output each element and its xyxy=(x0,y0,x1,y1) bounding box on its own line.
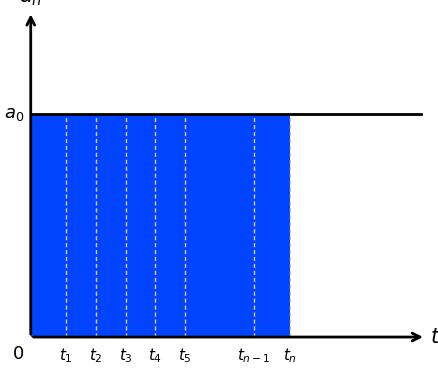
Text: $a_n$: $a_n$ xyxy=(19,0,42,8)
Text: $t$: $t$ xyxy=(429,327,438,347)
Text: $t_3$: $t_3$ xyxy=(118,347,132,365)
Text: $t_n$: $t_n$ xyxy=(282,347,296,365)
Text: $t_1$: $t_1$ xyxy=(59,347,73,365)
Text: $t_2$: $t_2$ xyxy=(89,347,102,365)
Text: $t_{n-1}$: $t_{n-1}$ xyxy=(237,347,270,365)
Text: $a_0$: $a_0$ xyxy=(4,105,24,123)
Text: $0$: $0$ xyxy=(12,345,24,363)
Bar xyxy=(31,114,289,337)
Text: $t_5$: $t_5$ xyxy=(177,347,191,365)
Text: $t_4$: $t_4$ xyxy=(148,347,162,365)
